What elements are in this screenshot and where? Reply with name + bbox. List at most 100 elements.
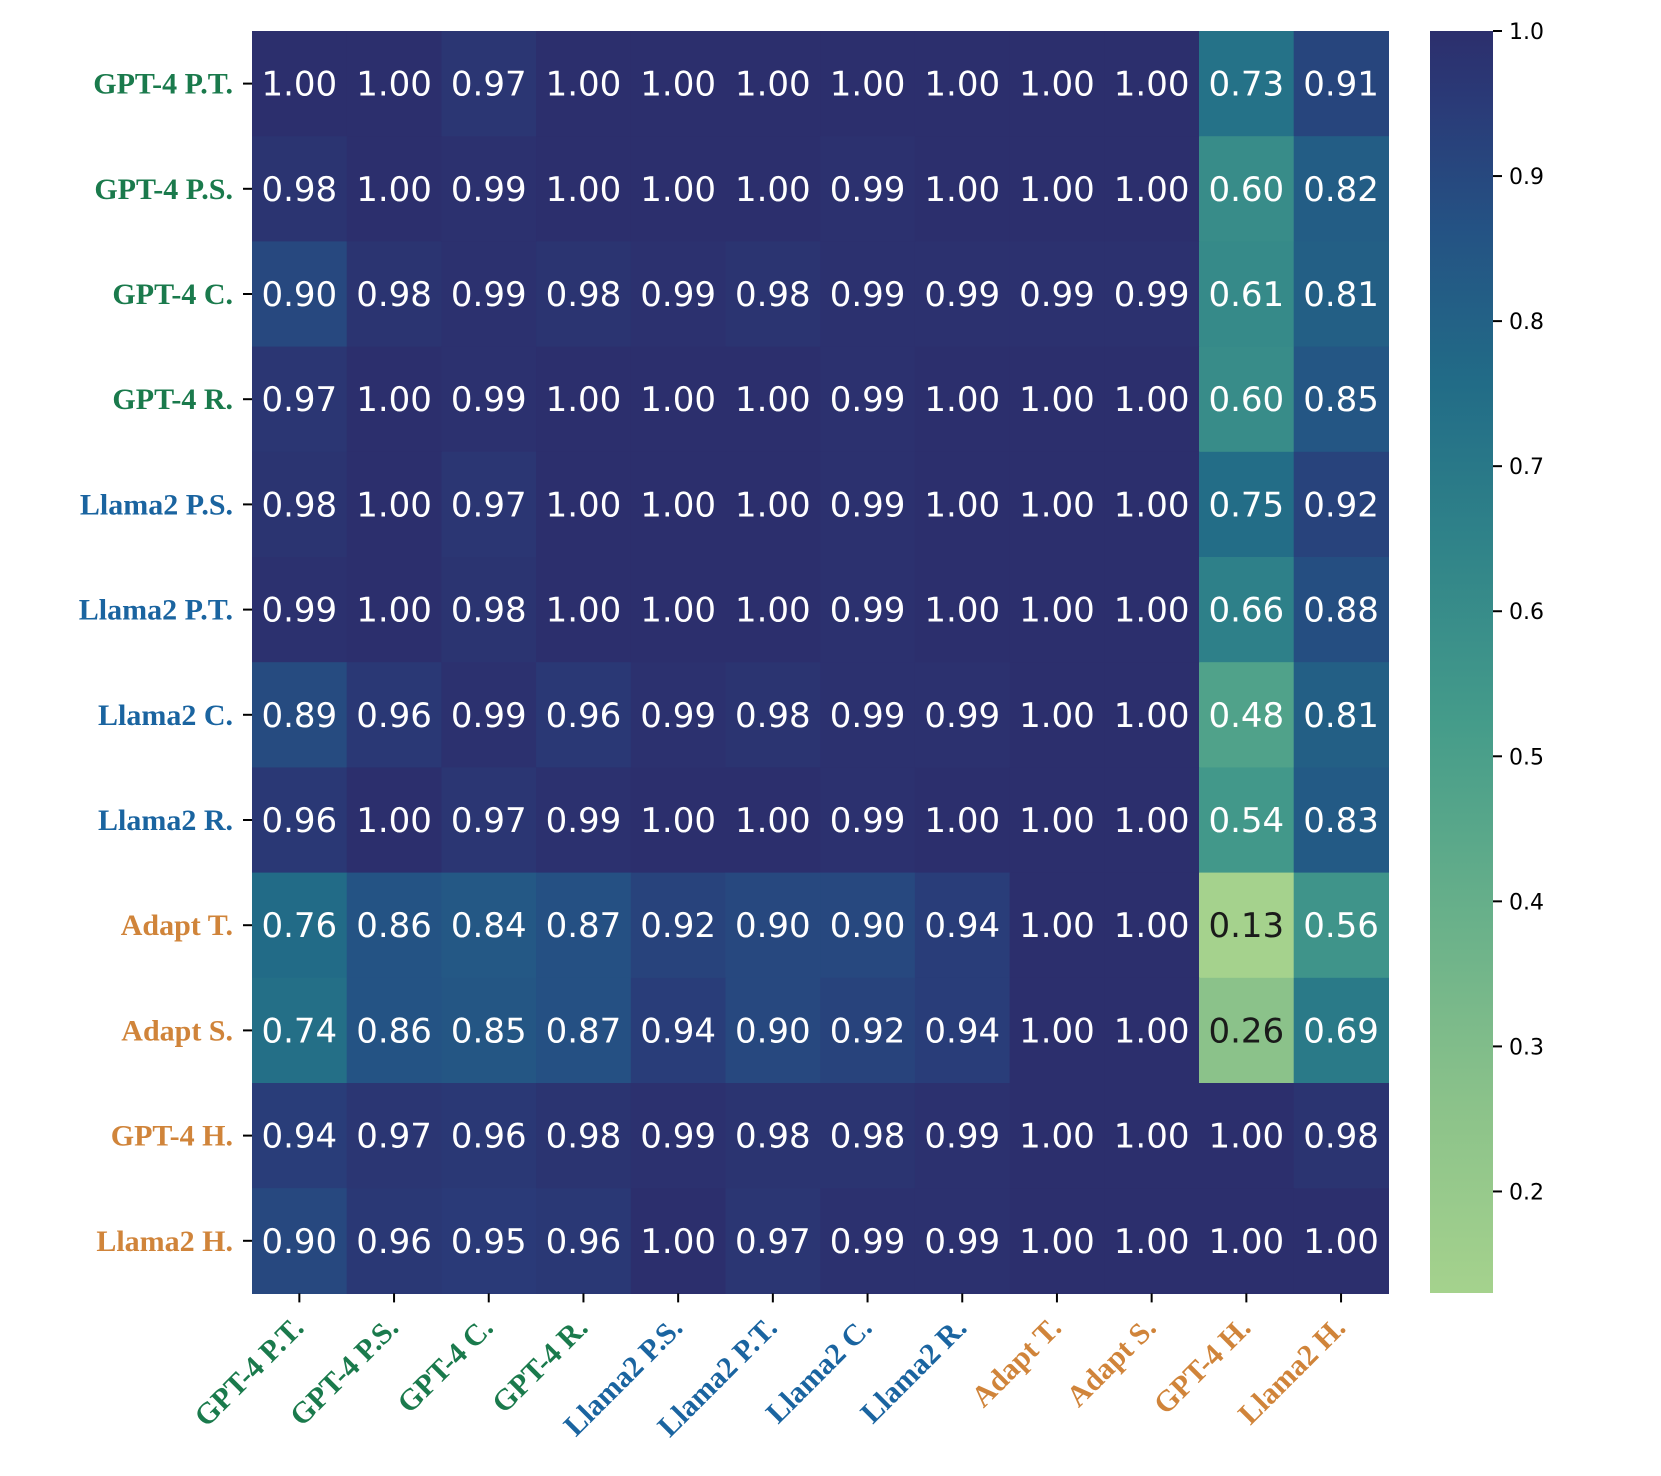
heatmap-cell-r1-c2 bbox=[441, 136, 537, 242]
heatmap-cell-r2-c0 bbox=[252, 241, 348, 348]
heatmap-cell-r3-c2 bbox=[441, 346, 537, 453]
cell-value-label: 0.90 bbox=[830, 906, 906, 946]
heatmap-cell-r2-c1 bbox=[346, 241, 442, 348]
cell-value-label: 0.89 bbox=[261, 696, 337, 736]
cell-value-label: 0.98 bbox=[546, 1117, 622, 1157]
heatmap-cell-r3-c7 bbox=[914, 346, 1011, 453]
cell-value-label: 1.00 bbox=[1019, 170, 1095, 210]
heatmap-cell-r11-c1 bbox=[346, 1188, 442, 1294]
heatmap-cell-r6-c5 bbox=[725, 662, 821, 768]
cell-value-label: 1.00 bbox=[924, 485, 1000, 525]
heatmap-cell-r11-c9 bbox=[1104, 1188, 1200, 1294]
cell-value-label: 0.81 bbox=[1303, 275, 1379, 315]
heatmap-cell-r7-c2 bbox=[441, 767, 537, 874]
cell-value-label: 1.00 bbox=[1019, 485, 1095, 525]
heatmap-cell-r5-c1 bbox=[346, 557, 442, 663]
cell-value-label: 0.94 bbox=[640, 1011, 716, 1051]
cell-value-label: 0.60 bbox=[1208, 170, 1284, 210]
cell-value-label: 1.00 bbox=[640, 1222, 716, 1262]
heatmap-cell-r11-c10 bbox=[1199, 1188, 1295, 1294]
heatmap-cell-r0-c7 bbox=[914, 31, 1011, 137]
cell-value-label: 0.96 bbox=[451, 1117, 527, 1157]
cell-value-label: 0.98 bbox=[451, 591, 527, 631]
heatmap-cell-r7-c8 bbox=[1009, 767, 1105, 874]
cell-value-label: 1.00 bbox=[1019, 801, 1095, 841]
heatmap-cell-r2-c6 bbox=[820, 241, 916, 348]
heatmap-cell-r5-c6 bbox=[820, 557, 916, 663]
row-label: GPT-4 P.S. bbox=[94, 173, 233, 206]
cell-value-label: 0.98 bbox=[546, 275, 622, 315]
heatmap-cell-r3-c3 bbox=[536, 346, 632, 453]
row-label: GPT-4 P.T. bbox=[93, 68, 233, 101]
cell-value-label: 0.98 bbox=[830, 1117, 906, 1157]
heatmap-cell-r8-c2 bbox=[441, 872, 537, 979]
heatmap-cell-r4-c2 bbox=[441, 451, 537, 558]
cell-value-label: 0.69 bbox=[1303, 1011, 1379, 1051]
heatmap-cell-r11-c5 bbox=[725, 1188, 821, 1294]
cell-value-label: 1.00 bbox=[356, 485, 432, 525]
heatmap-cell-r0-c0 bbox=[252, 31, 348, 137]
colorbar-ticks: 0.2 0.3 0.4 0.5 0.6 0.7 0.8 0.9 1.0 bbox=[1493, 20, 1544, 1205]
cell-value-label: 0.66 bbox=[1208, 591, 1284, 631]
cell-value-label: 1.00 bbox=[640, 801, 716, 841]
heatmap-cell-r7-c4 bbox=[630, 767, 727, 874]
cell-value-label: 0.99 bbox=[830, 1222, 906, 1262]
cell-value-label: 0.56 bbox=[1303, 906, 1379, 946]
heatmap-cell-r2-c3 bbox=[536, 241, 632, 348]
cell-value-label: 0.99 bbox=[830, 485, 906, 525]
cell-value-label: 1.00 bbox=[1114, 170, 1190, 210]
cell-value-label: 0.96 bbox=[261, 801, 337, 841]
heatmap-cell-r6-c11 bbox=[1293, 662, 1389, 768]
heatmap-cell-r3-c10 bbox=[1199, 346, 1295, 453]
cell-value-label: 0.91 bbox=[1303, 65, 1379, 105]
cell-value-labels: 1.00 1.00 0.97 1.00 1.00 1.00 1.00 1.00 1.00 1.00… bbox=[261, 65, 1378, 1262]
cell-value-label: 0.99 bbox=[1019, 275, 1095, 315]
cell-value-label: 0.85 bbox=[451, 1011, 527, 1051]
heatmap-cell-r0-c10 bbox=[1199, 31, 1295, 137]
cell-value-label: 1.00 bbox=[735, 591, 811, 631]
cell-value-label: 0.99 bbox=[1114, 275, 1190, 315]
heatmap-cell-r11-c2 bbox=[441, 1188, 537, 1294]
heatmap-cell-r4-c11 bbox=[1293, 451, 1389, 558]
cell-value-label: 0.98 bbox=[735, 1117, 811, 1157]
column-label: GPT-4 C. bbox=[391, 1311, 500, 1420]
cell-value-label: 1.00 bbox=[1114, 591, 1190, 631]
heatmap-cell-r3-c9 bbox=[1104, 346, 1200, 453]
cell-value-label: 1.00 bbox=[356, 801, 432, 841]
colorbar-tick-label: 0.3 bbox=[1509, 1035, 1544, 1060]
cell-value-label: 0.98 bbox=[735, 275, 811, 315]
colorbar bbox=[1430, 31, 1493, 1293]
heatmap-cell-r1-c5 bbox=[725, 136, 821, 242]
heatmap-cell-r6-c4 bbox=[630, 662, 727, 768]
heatmap-cell-r5-c3 bbox=[536, 557, 632, 663]
cell-value-label: 0.87 bbox=[546, 906, 622, 946]
heatmap-cell-r2-c2 bbox=[441, 241, 537, 348]
heatmap-cell-r10-c6 bbox=[820, 1083, 916, 1189]
heatmap-cell-r11-c4 bbox=[630, 1188, 727, 1294]
cell-value-label: 0.98 bbox=[356, 275, 432, 315]
cell-value-label: 0.90 bbox=[735, 1011, 811, 1051]
cell-value-label: 1.00 bbox=[1114, 65, 1190, 105]
cell-value-label: 1.00 bbox=[924, 591, 1000, 631]
row-label: Llama2 C. bbox=[98, 699, 233, 732]
heatmap-cell-r7-c10 bbox=[1199, 767, 1295, 874]
heatmap-cell-r9-c2 bbox=[441, 977, 537, 1084]
cell-value-label: 1.00 bbox=[546, 591, 622, 631]
heatmap-cell-r11-c3 bbox=[536, 1188, 632, 1294]
cell-value-label: 1.00 bbox=[1114, 1222, 1190, 1262]
cell-value-label: 1.00 bbox=[1208, 1222, 1284, 1262]
cell-value-label: 0.92 bbox=[640, 906, 716, 946]
heatmap-cell-r9-c6 bbox=[820, 977, 916, 1084]
cell-value-label: 0.86 bbox=[356, 906, 432, 946]
heatmap-cell-r7-c11 bbox=[1293, 767, 1389, 874]
heatmap-cell-r10-c7 bbox=[914, 1083, 1011, 1189]
cell-value-label: 1.00 bbox=[1114, 1117, 1190, 1157]
colorbar-tick-label: 0.8 bbox=[1509, 310, 1544, 335]
colorbar-tick-label: 0.9 bbox=[1509, 165, 1544, 190]
heatmap-cell-r10-c4 bbox=[630, 1083, 727, 1189]
cell-value-label: 1.00 bbox=[1019, 906, 1095, 946]
colorbar-tick-label: 0.5 bbox=[1509, 745, 1544, 770]
heatmap-cell-r0-c1 bbox=[346, 31, 442, 137]
cell-value-label: 1.00 bbox=[735, 801, 811, 841]
cell-value-label: 0.94 bbox=[261, 1117, 337, 1157]
